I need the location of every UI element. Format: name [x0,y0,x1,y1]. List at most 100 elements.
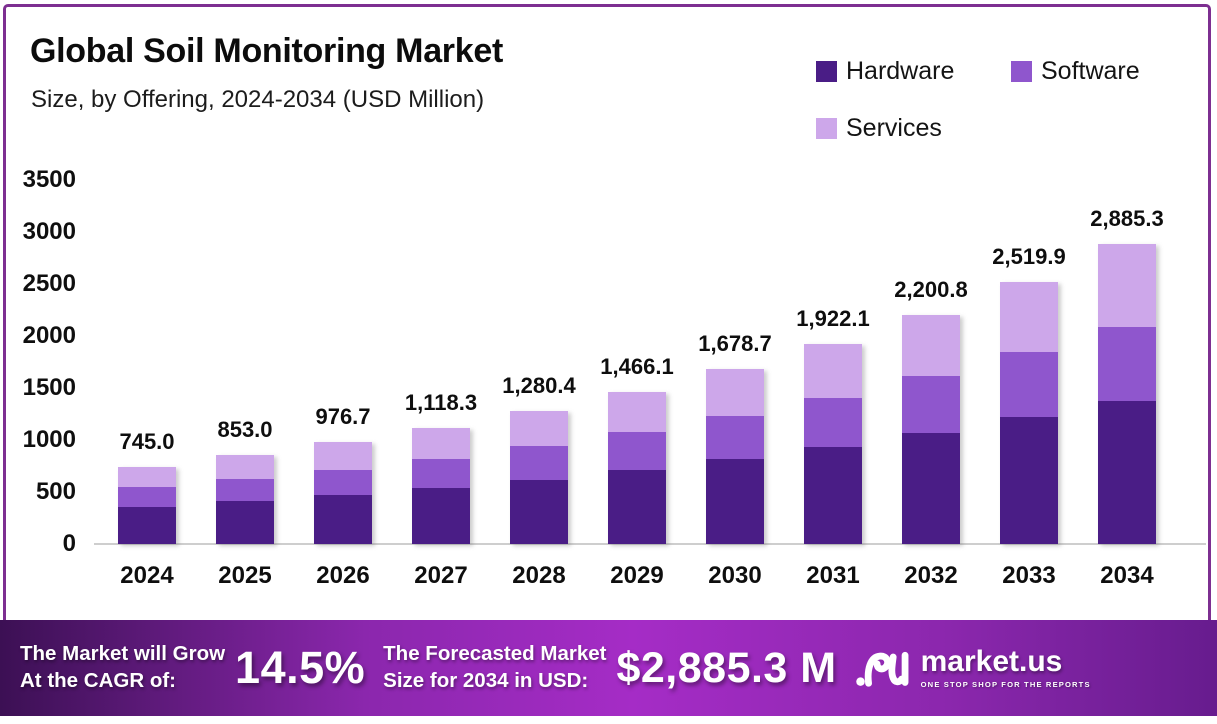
bar-column-2028: 1,280.4 [490,373,588,544]
bar-2032-services [902,315,960,377]
y-tick-500: 500 [35,478,76,505]
bar-total-label-2027: 1,118.3 [404,389,478,415]
bar-2033-services [1000,281,1058,353]
bar-total-label-2025: 853.0 [217,417,273,443]
x-tick-2033: 2033 [1002,562,1056,589]
cagr-label-line2: At the CAGR of: [20,669,177,692]
legend-item-hardware: Hardware [816,57,954,86]
x-tick-2030: 2030 [708,562,762,589]
legend-label-hardware: Hardware [846,57,955,85]
bar-2034-hardware [1098,400,1156,544]
bar-2028 [510,410,568,544]
legend-label-software: Software [1041,57,1140,85]
bar-column-2025: 853.0 [196,417,294,544]
bar-2031 [804,344,862,544]
footer-banner: The Market will Grow At the CAGR of: 14.… [0,620,1217,716]
bar-total-label-2024: 745.0 [119,428,175,454]
bar-2034 [1098,243,1156,544]
y-tick-2500: 2500 [22,270,76,297]
bar-total-label-2034: 2,885.3 [1090,205,1164,231]
bar-2030-software [706,416,764,460]
bar-2033-hardware [1000,417,1058,544]
bar-total-label-2026: 976.7 [315,404,371,430]
bar-column-2027: 1,118.3 [392,390,490,544]
y-tick-1500: 1500 [22,374,76,401]
bar-column-2034: 2,885.3 [1078,206,1176,544]
bar-2027-software [412,458,470,488]
legend-item-software: Software [1011,57,1140,86]
bar-2029-software [608,432,666,471]
bar-2025 [216,455,274,544]
legend-item-services: Services [816,114,942,143]
bar-total-label-2031: 1,922.1 [796,306,870,332]
bar-2031-hardware [804,447,862,544]
bar-2032 [902,315,960,544]
bar-2027-services [412,427,470,459]
page-subtitle: Size, by Offering, 2024-2034 (USD Millio… [31,86,485,113]
y-tick-3000: 3000 [22,218,76,245]
bar-2026 [314,442,372,544]
legend-label-services: Services [846,114,942,142]
bar-total-label-2032: 2,200.8 [894,277,968,303]
market-us-logo: market.us ONE STOP SHOP FOR THE REPORTS [855,645,1091,691]
bar-column-2030: 1,678.7 [686,331,784,544]
bar-total-label-2028: 1,280.4 [502,372,576,398]
forecast-label-line1: The Forecasted Market [383,642,607,666]
legend-swatch-services-icon [816,118,837,139]
y-tick-1000: 1000 [22,426,76,453]
x-tick-2032: 2032 [904,562,958,589]
cagr-value: 14.5% [235,642,366,693]
x-axis-line [94,543,1206,545]
forecast-value: $2,885.3 M [616,643,837,692]
bar-2029-services [608,391,666,433]
x-tick-2029: 2029 [610,562,664,589]
bar-2026-software [314,469,372,495]
bar-2031-services [804,344,862,398]
bar-total-label-2033: 2,519.9 [992,243,1066,269]
y-tick-0: 0 [62,530,76,557]
cagr-label: The Market will Grow At the CAGR of: [20,641,225,694]
y-tick-3500: 3500 [22,166,76,193]
cagr-label-line1: The Market will Grow [20,642,226,666]
legend-swatch-hardware-icon [816,61,837,82]
bar-2034-services [1098,243,1156,327]
bar-2031-software [804,397,862,448]
bar-2025-services [216,455,274,479]
bar-2027-hardware [412,487,470,544]
bar-total-label-2030: 1,678.7 [698,331,772,357]
bar-2024-hardware [118,506,176,544]
x-tick-2024: 2024 [120,562,174,589]
bar-2032-software [902,376,960,434]
x-tick-2034: 2034 [1100,562,1154,589]
bar-2024 [118,466,176,544]
bar-2032-hardware [902,433,960,544]
x-tick-2025: 2025 [218,562,272,589]
bar-2033-software [1000,352,1058,418]
bar-2030-services [706,369,764,417]
market-us-logo-icon [855,651,909,687]
bar-total-label-2029: 1,466.1 [600,353,674,379]
bar-column-2026: 976.7 [294,404,392,544]
legend-swatch-software-icon [1011,61,1032,82]
brand-tagline: ONE STOP SHOP FOR THE REPORTS [920,680,1091,689]
bar-column-2029: 1,466.1 [588,354,686,544]
bar-2024-software [118,487,176,507]
bar-2028-services [510,410,568,447]
brand-text: market.us ONE STOP SHOP FOR THE REPORTS [920,645,1091,690]
bar-2028-software [510,446,568,480]
bar-2029-hardware [608,470,666,544]
bar-2025-hardware [216,501,274,544]
bar-2028-hardware [510,479,568,544]
bar-2030 [706,369,764,544]
page-title: Global Soil Monitoring Market [30,32,503,70]
bar-column-2024: 745.0 [98,429,196,544]
brand-name: market.us [920,645,1063,678]
bar-2033 [1000,281,1058,544]
bar-2030-hardware [706,459,764,544]
bar-2026-services [314,442,372,470]
forecast-label: The Forecasted Market Size for 2034 in U… [383,641,606,694]
y-tick-2000: 2000 [22,322,76,349]
forecast-label-line2: Size for 2034 in USD: [383,669,589,692]
x-tick-2027: 2027 [414,562,468,589]
